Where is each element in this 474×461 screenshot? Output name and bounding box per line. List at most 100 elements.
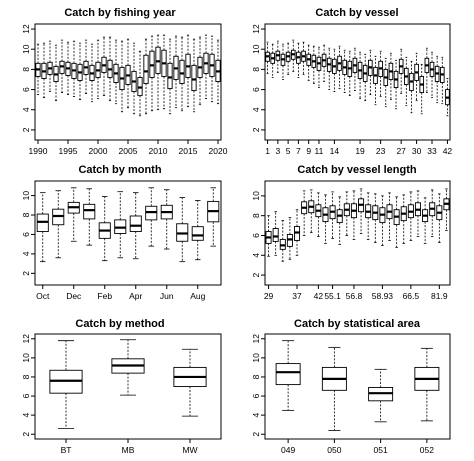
x-tick-label: 1995 (59, 146, 78, 156)
x-tick-label: 14 (330, 146, 340, 156)
y-tick-label: 6 (21, 87, 31, 92)
panel-fishing-year: Catch by fishing year 2 4 6 8 10 12 1990 1995 20… (21, 7, 228, 156)
y-tick-label: 8 (251, 213, 261, 218)
x-tick-label: 9 (306, 146, 311, 156)
x-tick-label: 2020 (209, 146, 228, 156)
y-tick-label: 10 (21, 44, 31, 54)
y-tick-label: 12 (21, 334, 31, 344)
y-tick-label: 10 (251, 44, 261, 54)
y-tick-label: 10 (21, 191, 31, 201)
x-tick-label: Jun (160, 291, 174, 301)
x-tick-label: 2005 (119, 146, 138, 156)
x-tick-label: 051 (374, 445, 388, 455)
y-tick-label: 12 (21, 24, 31, 34)
x-tick-label: 81.9 (431, 291, 448, 301)
x-tick-label: BT (61, 445, 72, 455)
x-tick-label: 42 (443, 146, 453, 156)
panel-title-vessel: Catch by vessel (315, 7, 398, 19)
y-tick-label: 4 (251, 107, 261, 112)
y-tick-label: 4 (21, 251, 31, 256)
x-tick-label: 29 (264, 291, 274, 301)
x-tick-label: 050 (327, 445, 341, 455)
x-tick-label: 27 (396, 146, 406, 156)
y-tick-label: 8 (251, 67, 261, 72)
box (191, 64, 197, 92)
plot-frame (264, 333, 451, 440)
x-tick-label: 1990 (29, 146, 48, 156)
x-tick-label: 5 (286, 146, 291, 156)
box (167, 62, 173, 90)
box (83, 203, 96, 220)
x-tick-label: Apr (129, 291, 142, 301)
panel-title-method: Catch by method (75, 318, 164, 330)
x-tick-label: 052 (420, 445, 434, 455)
panel-vessel: Catch by vessel 2 4 6 8 10 12 1 3 5 7 9 11 14 19 23 27 3… (251, 7, 452, 156)
y-tick-label: 8 (251, 374, 261, 379)
y-tick-label: 6 (21, 393, 31, 398)
panel-statistical-area: Catch by statistical area 2 4 6 8 10 12 049 050… (251, 318, 451, 455)
x-tick-label: 66.5 (403, 291, 420, 301)
y-tick-label: 8 (21, 374, 31, 379)
y-tick-label: 4 (251, 413, 261, 418)
y-tick-label: 2 (251, 432, 261, 437)
x-tick-label: 3 (275, 146, 280, 156)
x-tick-label: MB (122, 445, 135, 455)
y-tick-label: 6 (251, 233, 261, 238)
x-tick-label: 2010 (149, 146, 168, 156)
box (129, 215, 142, 232)
y-tick-label: 2 (21, 271, 31, 276)
x-tick-label: Dec (66, 291, 82, 301)
y-tick-label: 2 (251, 127, 261, 132)
plot-frame (264, 23, 451, 141)
box (191, 226, 204, 241)
y-tick-label: 10 (251, 191, 261, 201)
x-tick-label: 049 (281, 445, 295, 455)
panel-title-fishing-year: Catch by fishing year (64, 7, 176, 19)
panel-title-statistical-area: Catch by statistical area (294, 318, 421, 330)
box (275, 363, 301, 386)
x-tick-label: 56.8 (346, 291, 363, 301)
x-tick-label: Oct (36, 291, 50, 301)
y-tick-label: 12 (251, 334, 261, 344)
y-tick-label: 2 (21, 127, 31, 132)
plot-frame (34, 180, 222, 286)
y-tick-label: 10 (21, 353, 31, 363)
panel-title-month: Catch by month (78, 164, 161, 176)
x-tick-label: 42 (314, 291, 324, 301)
x-tick-label: 30 (412, 146, 422, 156)
panel-title-vessel-length: Catch by vessel length (297, 164, 416, 176)
box (179, 59, 185, 84)
x-tick-label: 23 (376, 146, 386, 156)
y-tick-label: 6 (21, 232, 31, 237)
y-tick-label: 6 (251, 87, 261, 92)
x-tick-label: 37 (292, 291, 302, 301)
x-tick-label: 58.93 (372, 291, 394, 301)
panel-vessel-length: Catch by vessel length 2 4 6 8 10 29 37 42 55.1 5… (251, 164, 451, 301)
x-tick-label: 19 (355, 146, 365, 156)
y-tick-label: 4 (251, 253, 261, 258)
y-tick-label: 2 (251, 272, 261, 277)
x-tick-label: MW (182, 445, 197, 455)
y-tick-label: 4 (21, 413, 31, 418)
x-tick-label: 1 (265, 146, 270, 156)
y-tick-label: 12 (251, 24, 261, 34)
x-tick-label: 33 (427, 146, 437, 156)
y-tick-label: 8 (21, 212, 31, 217)
x-tick-label: Aug (190, 291, 205, 301)
box (272, 228, 279, 242)
y-tick-label: 10 (251, 353, 261, 363)
x-tick-label: 55.1 (324, 291, 341, 301)
y-tick-label: 8 (21, 67, 31, 72)
plot-frame (264, 180, 451, 286)
y-tick-label: 6 (251, 393, 261, 398)
x-tick-label: Feb (97, 291, 112, 301)
panel-month: Catch by month 2 4 6 8 10 Oct Dec Feb Apr Jun Aug (21, 164, 222, 301)
x-tick-label: 11 (315, 146, 324, 156)
panel-method: Catch by method 2 4 6 8 10 12 BT MB MW (21, 318, 222, 455)
box (143, 54, 149, 84)
x-tick-label: 7 (296, 146, 301, 156)
y-tick-label: 4 (21, 107, 31, 112)
x-tick-label: 2015 (179, 146, 198, 156)
x-tick-label: 2000 (89, 146, 108, 156)
